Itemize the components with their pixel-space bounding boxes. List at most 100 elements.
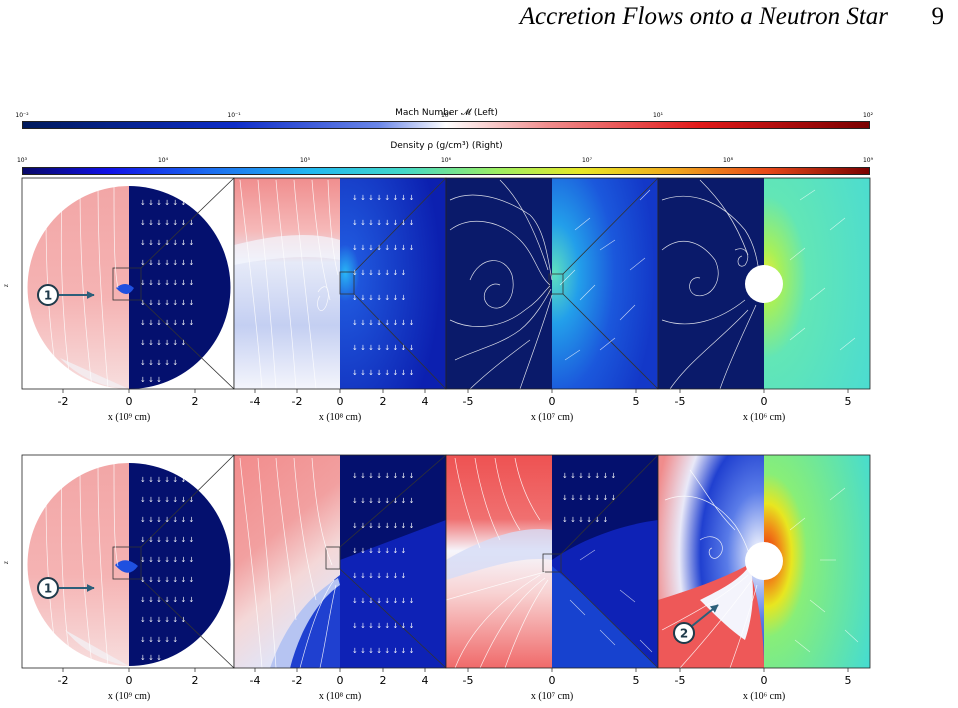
svg-text:↓ ↓ ↓ ↓ ↓ ↓ ↓: ↓ ↓ ↓ ↓ ↓ ↓ ↓ <box>140 219 194 227</box>
mach-tick: 10¹ <box>652 112 664 119</box>
svg-text:x (10⁸ cm): x (10⁸ cm) <box>319 691 361 702</box>
svg-text:↓ ↓ ↓ ↓ ↓ ↓ ↓ ↓: ↓ ↓ ↓ ↓ ↓ ↓ ↓ ↓ <box>352 622 415 630</box>
svg-text:↓ ↓ ↓ ↓ ↓ ↓ ↓: ↓ ↓ ↓ ↓ ↓ ↓ ↓ <box>562 494 616 502</box>
row1-panel1-vector-arrows: ↓ ↓ ↓ ↓ ↓ ↓ ↓ ↓ ↓ ↓ ↓ ↓ ↓ ↓ ↓ ↓ ↓ ↓ ↓ ↓ ↓ … <box>140 199 194 384</box>
svg-text:↓ ↓ ↓ ↓ ↓ ↓ ↓ ↓: ↓ ↓ ↓ ↓ ↓ ↓ ↓ ↓ <box>352 522 415 530</box>
svg-text:-4: -4 <box>250 674 261 687</box>
svg-text:x (10⁹ cm): x (10⁹ cm) <box>108 691 150 702</box>
row2-marker-1: 1 <box>37 577 95 599</box>
svg-text:z: z <box>2 284 10 288</box>
row1-panel3 <box>445 177 659 390</box>
svg-text:z: z <box>2 561 10 565</box>
svg-text:-5: -5 <box>463 395 474 408</box>
svg-text:1: 1 <box>44 289 52 303</box>
svg-text:x (10⁷ cm): x (10⁷ cm) <box>531 691 573 702</box>
svg-text:2: 2 <box>380 674 387 687</box>
density-tick: 10⁶ <box>440 157 452 164</box>
svg-text:↓ ↓ ↓ ↓ ↓ ↓ ↓: ↓ ↓ ↓ ↓ ↓ ↓ ↓ <box>352 547 406 555</box>
mach-tick: 10⁻² <box>15 112 29 119</box>
row1-marker-1: 1 <box>37 284 95 306</box>
svg-text:0: 0 <box>761 395 768 408</box>
mach-tick: 10⁻¹ <box>227 112 241 119</box>
svg-text:0: 0 <box>337 395 344 408</box>
svg-text:↓ ↓ ↓ ↓ ↓ ↓ ↓: ↓ ↓ ↓ ↓ ↓ ↓ ↓ <box>140 516 194 524</box>
page-number: 9 <box>931 3 945 30</box>
row2-panel1: ↓ ↓ ↓ ↓ ↓ ↓ ↓ ↓ ↓ ↓ ↓ ↓ ↓ ↓ ↓ ↓ ↓ ↓ ↓ ↓ ↓ … <box>21 454 235 669</box>
svg-text:1: 1 <box>44 582 52 596</box>
mach-colorbar <box>22 121 870 129</box>
svg-text:↓ ↓ ↓ ↓ ↓ ↓ ↓: ↓ ↓ ↓ ↓ ↓ ↓ ↓ <box>140 576 194 584</box>
row2-panel3: ↓ ↓ ↓ ↓ ↓ ↓ ↓ ↓ ↓ ↓ ↓ ↓ ↓ ↓ ↓ ↓ ↓ ↓ ↓ ↓ <box>445 454 659 669</box>
row1-panel4 <box>657 177 871 390</box>
density-colorbar <box>22 167 870 175</box>
svg-text:↓ ↓ ↓ ↓ ↓ ↓ ↓ ↓: ↓ ↓ ↓ ↓ ↓ ↓ ↓ ↓ <box>352 472 415 480</box>
svg-text:↓ ↓ ↓ ↓ ↓ ↓ ↓: ↓ ↓ ↓ ↓ ↓ ↓ ↓ <box>140 239 194 247</box>
svg-text:↓ ↓ ↓ ↓ ↓ ↓: ↓ ↓ ↓ ↓ ↓ ↓ <box>140 199 186 207</box>
row1-panel2: ↓ ↓ ↓ ↓ ↓ ↓ ↓ ↓ ↓ ↓ ↓ ↓ ↓ ↓ ↓ ↓ ↓ ↓ ↓ ↓ ↓… <box>233 177 447 390</box>
svg-text:4: 4 <box>422 395 429 408</box>
mach-tick: 10⁰ <box>440 112 452 119</box>
svg-text:2: 2 <box>192 395 199 408</box>
svg-text:↓ ↓ ↓ ↓ ↓ ↓ ↓ ↓: ↓ ↓ ↓ ↓ ↓ ↓ ↓ ↓ <box>352 597 415 605</box>
svg-text:x (10⁷ cm): x (10⁷ cm) <box>531 412 573 423</box>
svg-text:↓ ↓ ↓: ↓ ↓ ↓ <box>140 654 162 662</box>
svg-text:5: 5 <box>845 674 852 687</box>
row1-axes: z -2 0 2 -4 -2 0 2 4 -5 0 5 -5 0 5 x (10… <box>2 284 852 423</box>
density-tick: 10³ <box>16 157 28 164</box>
svg-text:0: 0 <box>549 395 556 408</box>
svg-text:↓ ↓ ↓ ↓ ↓ ↓ ↓ ↓: ↓ ↓ ↓ ↓ ↓ ↓ ↓ ↓ <box>352 319 415 327</box>
svg-text:↓ ↓ ↓ ↓ ↓ ↓ ↓: ↓ ↓ ↓ ↓ ↓ ↓ ↓ <box>562 472 616 480</box>
svg-text:↓ ↓ ↓ ↓ ↓ ↓ ↓: ↓ ↓ ↓ ↓ ↓ ↓ ↓ <box>140 319 194 327</box>
svg-text:-5: -5 <box>463 674 474 687</box>
svg-text:↓ ↓ ↓ ↓ ↓ ↓ ↓: ↓ ↓ ↓ ↓ ↓ ↓ ↓ <box>140 299 194 307</box>
svg-text:x (10⁶ cm): x (10⁶ cm) <box>743 412 785 423</box>
mach-colorbar-label: Mach Number 𝓜 (Left) <box>395 108 498 118</box>
svg-text:↓ ↓ ↓ ↓ ↓ ↓ ↓: ↓ ↓ ↓ ↓ ↓ ↓ ↓ <box>352 572 406 580</box>
svg-text:-2: -2 <box>58 395 69 408</box>
row2-panel2: ↓ ↓ ↓ ↓ ↓ ↓ ↓ ↓ ↓ ↓ ↓ ↓ ↓ ↓ ↓ ↓ ↓ ↓ ↓ ↓ ↓… <box>233 454 447 669</box>
svg-text:↓ ↓ ↓ ↓ ↓ ↓ ↓: ↓ ↓ ↓ ↓ ↓ ↓ ↓ <box>352 269 406 277</box>
svg-text:2: 2 <box>680 627 688 641</box>
svg-text:↓ ↓ ↓ ↓ ↓ ↓ ↓: ↓ ↓ ↓ ↓ ↓ ↓ ↓ <box>140 596 194 604</box>
svg-text:↓ ↓ ↓ ↓ ↓ ↓ ↓: ↓ ↓ ↓ ↓ ↓ ↓ ↓ <box>140 259 194 267</box>
svg-text:↓ ↓ ↓ ↓ ↓ ↓ ↓: ↓ ↓ ↓ ↓ ↓ ↓ ↓ <box>140 496 194 504</box>
svg-text:-5: -5 <box>675 674 686 687</box>
svg-text:↓ ↓ ↓ ↓ ↓ ↓ ↓: ↓ ↓ ↓ ↓ ↓ ↓ ↓ <box>352 294 406 302</box>
svg-text:x (10⁶ cm): x (10⁶ cm) <box>743 691 785 702</box>
svg-text:↓ ↓ ↓ ↓ ↓ ↓ ↓ ↓: ↓ ↓ ↓ ↓ ↓ ↓ ↓ ↓ <box>352 219 415 227</box>
density-tick: 10⁹ <box>862 157 874 164</box>
running-header-title: Accretion Flows onto a Neutron Star <box>519 3 888 30</box>
svg-text:↓ ↓ ↓ ↓ ↓: ↓ ↓ ↓ ↓ ↓ <box>140 636 178 644</box>
svg-text:↓ ↓ ↓ ↓ ↓ ↓ ↓ ↓: ↓ ↓ ↓ ↓ ↓ ↓ ↓ ↓ <box>352 244 415 252</box>
row2-panels: ↓ ↓ ↓ ↓ ↓ ↓↓ ↓ ↓ ↓ ↓ ↓ ↓ ↓ ↓ ↓ ↓ ↓ ↓ ↓↓ … <box>21 454 871 669</box>
density-tick: 10⁵ <box>299 157 311 164</box>
density-tick: 10⁴ <box>157 157 169 164</box>
svg-text:↓ ↓ ↓ ↓ ↓ ↓: ↓ ↓ ↓ ↓ ↓ ↓ <box>140 476 186 484</box>
svg-text:↓ ↓ ↓ ↓ ↓ ↓ ↓: ↓ ↓ ↓ ↓ ↓ ↓ ↓ <box>140 556 194 564</box>
svg-text:-2: -2 <box>292 395 303 408</box>
svg-text:-5: -5 <box>675 395 686 408</box>
row1-panel1: ↓ ↓ ↓ ↓ ↓ ↓ ↓ ↓ ↓ ↓ ↓ ↓ ↓ ↓ ↓ ↓ ↓ ↓ ↓ ↓ ↓ … <box>21 177 235 390</box>
svg-text:↓ ↓ ↓ ↓ ↓: ↓ ↓ ↓ ↓ ↓ <box>140 359 178 367</box>
svg-text:x (10⁹ cm): x (10⁹ cm) <box>108 412 150 423</box>
svg-text:0: 0 <box>337 674 344 687</box>
row2-axes: z -2 0 2 -4 -2 0 2 4 -5 0 5 -5 0 5 x (10… <box>2 561 852 702</box>
svg-text:-2: -2 <box>58 674 69 687</box>
svg-text:↓ ↓ ↓ ↓ ↓ ↓: ↓ ↓ ↓ ↓ ↓ ↓ <box>140 339 186 347</box>
svg-text:0: 0 <box>126 395 133 408</box>
svg-text:↓ ↓ ↓ ↓ ↓ ↓ ↓: ↓ ↓ ↓ ↓ ↓ ↓ ↓ <box>140 279 194 287</box>
svg-text:-2: -2 <box>292 674 303 687</box>
svg-text:↓ ↓ ↓ ↓ ↓ ↓ ↓: ↓ ↓ ↓ ↓ ↓ ↓ ↓ <box>140 536 194 544</box>
svg-text:↓ ↓ ↓ ↓ ↓ ↓ ↓ ↓: ↓ ↓ ↓ ↓ ↓ ↓ ↓ ↓ <box>352 194 415 202</box>
svg-text:5: 5 <box>845 395 852 408</box>
svg-text:↓ ↓ ↓: ↓ ↓ ↓ <box>140 376 162 384</box>
mach-tick: 10² <box>862 112 874 119</box>
svg-text:↓ ↓ ↓ ↓ ↓ ↓ ↓ ↓: ↓ ↓ ↓ ↓ ↓ ↓ ↓ ↓ <box>352 647 415 655</box>
density-tick: 10⁷ <box>581 157 593 164</box>
svg-text:↓ ↓ ↓ ↓ ↓ ↓ ↓ ↓: ↓ ↓ ↓ ↓ ↓ ↓ ↓ ↓ <box>352 344 415 352</box>
density-tick: 10⁸ <box>722 157 734 164</box>
svg-text:2: 2 <box>192 674 199 687</box>
svg-text:↓ ↓ ↓ ↓ ↓ ↓ ↓ ↓: ↓ ↓ ↓ ↓ ↓ ↓ ↓ ↓ <box>352 369 415 377</box>
svg-text:-4: -4 <box>250 395 261 408</box>
